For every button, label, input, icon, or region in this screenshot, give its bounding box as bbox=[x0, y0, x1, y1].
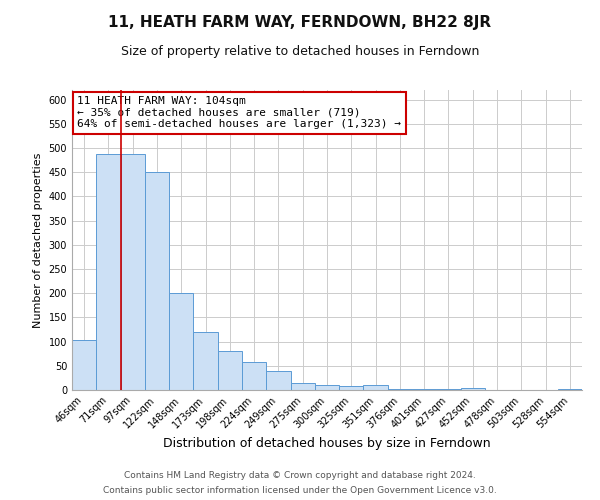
Bar bbox=[72, 340, 96, 390]
Bar bbox=[339, 386, 364, 390]
Bar bbox=[436, 389, 461, 390]
Bar bbox=[169, 293, 193, 390]
Text: 11 HEATH FARM WAY: 104sqm
← 35% of detached houses are smaller (719)
64% of semi: 11 HEATH FARM WAY: 104sqm ← 35% of detac… bbox=[77, 96, 401, 129]
Text: 11, HEATH FARM WAY, FERNDOWN, BH22 8JR: 11, HEATH FARM WAY, FERNDOWN, BH22 8JR bbox=[109, 15, 491, 30]
Bar bbox=[218, 352, 242, 390]
X-axis label: Distribution of detached houses by size in Ferndown: Distribution of detached houses by size … bbox=[163, 437, 491, 450]
Bar bbox=[193, 332, 218, 390]
Bar bbox=[121, 154, 145, 390]
Bar bbox=[558, 388, 582, 390]
Bar bbox=[96, 154, 121, 390]
Y-axis label: Number of detached properties: Number of detached properties bbox=[33, 152, 43, 328]
Text: Contains HM Land Registry data © Crown copyright and database right 2024.: Contains HM Land Registry data © Crown c… bbox=[124, 471, 476, 480]
Bar bbox=[388, 388, 412, 390]
Bar bbox=[364, 385, 388, 390]
Bar bbox=[315, 385, 339, 390]
Bar bbox=[242, 362, 266, 390]
Text: Size of property relative to detached houses in Ferndown: Size of property relative to detached ho… bbox=[121, 45, 479, 58]
Bar bbox=[461, 388, 485, 390]
Bar bbox=[412, 389, 436, 390]
Bar bbox=[145, 172, 169, 390]
Bar bbox=[266, 370, 290, 390]
Bar bbox=[290, 382, 315, 390]
Text: Contains public sector information licensed under the Open Government Licence v3: Contains public sector information licen… bbox=[103, 486, 497, 495]
